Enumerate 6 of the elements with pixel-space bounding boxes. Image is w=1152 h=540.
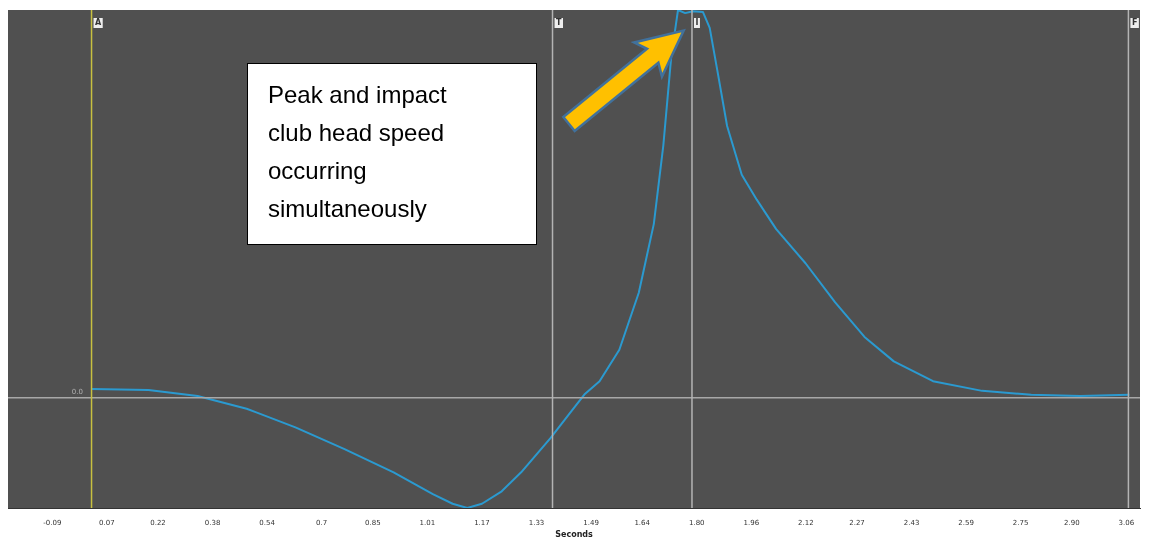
ref-line-label: I [695, 18, 699, 28]
ref-line-label: T [556, 18, 563, 28]
x-axis-title: Seconds [555, 530, 594, 540]
ref-line-label: F [1131, 18, 1138, 28]
ref-line-label: A [95, 18, 103, 28]
callout-box: Peak and impact club head speed occurring simultaneously [247, 63, 537, 245]
